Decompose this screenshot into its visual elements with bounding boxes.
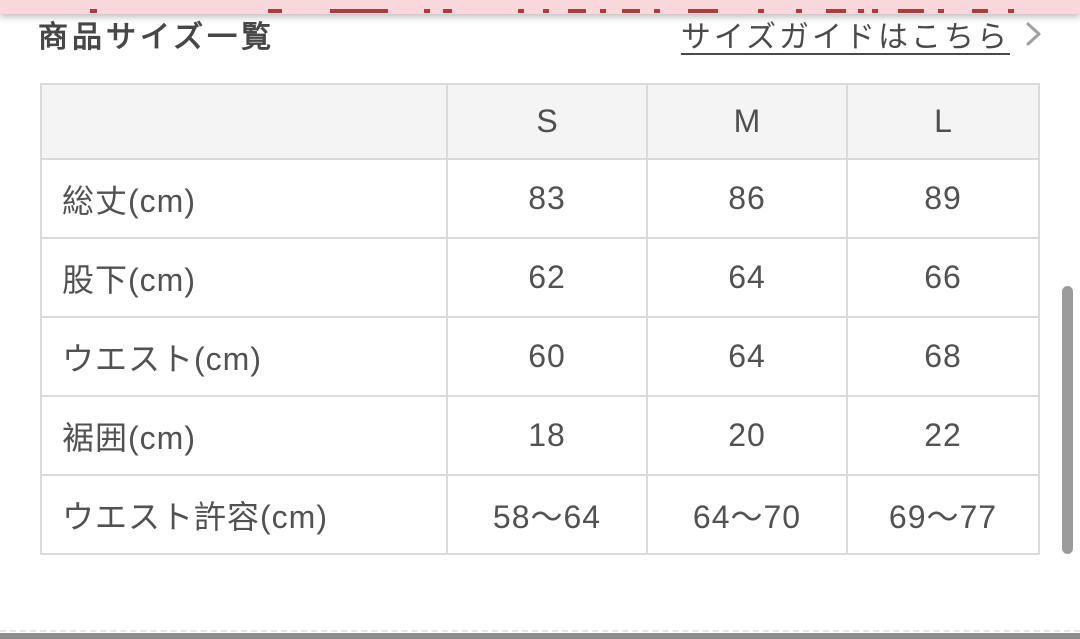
cell-value: 18 (446, 395, 648, 476)
top-banner (0, 0, 1080, 14)
clipped-red-text (0, 9, 1080, 13)
bottom-bar (0, 633, 1080, 639)
row-label: 裾囲(cm) (40, 395, 448, 476)
header-cell-size-m: M (646, 83, 848, 160)
header-cell-size-l: L (846, 83, 1040, 160)
cell-value: 22 (846, 395, 1040, 476)
page-title: 商品サイズ一覧 (38, 21, 276, 54)
cell-value: 64 (646, 237, 848, 318)
cell-value: 86 (646, 158, 848, 239)
size-guide-link-label: サイズガイドはこちら (680, 21, 1010, 54)
table-row: 股下(cm) 62 64 66 (40, 237, 1040, 318)
table-row: ウエスト許容(cm) 58〜64 64〜70 69〜77 (40, 474, 1040, 555)
cell-value: 64〜70 (646, 474, 848, 555)
cell-value: 62 (446, 237, 648, 318)
section-header: 商品サイズ一覧 サイズガイドはこちら (38, 13, 1042, 55)
cell-value: 83 (446, 158, 648, 239)
cell-value: 20 (646, 395, 848, 476)
scrollbar-thumb[interactable] (1062, 286, 1073, 554)
cell-value: 89 (846, 158, 1040, 239)
size-guide-link[interactable]: サイズガイドはこちら (681, 12, 1042, 56)
table-row: 総丈(cm) 83 86 89 (40, 158, 1040, 239)
row-label: 総丈(cm) (40, 158, 448, 239)
cell-value: 58〜64 (446, 474, 648, 555)
table-row: ウエスト(cm) 60 64 68 (40, 316, 1040, 397)
header-cell-size-s: S (446, 83, 648, 160)
header-cell-empty (40, 83, 448, 160)
cell-value: 64 (646, 316, 848, 397)
row-label: ウエスト(cm) (40, 316, 448, 397)
cell-value: 69〜77 (846, 474, 1040, 555)
bottom-dashed-divider (0, 630, 1080, 632)
table-header-row: S M L (40, 83, 1040, 160)
cell-value: 68 (846, 316, 1040, 397)
cell-value: 66 (846, 237, 1040, 318)
cell-value: 60 (446, 316, 648, 397)
row-label: ウエスト許容(cm) (40, 474, 448, 555)
table-row: 裾囲(cm) 18 20 22 (40, 395, 1040, 476)
size-table: S M L 総丈(cm) 83 86 89 股下(cm) 62 64 66 ウエ… (40, 83, 1040, 555)
row-label: 股下(cm) (40, 237, 448, 318)
chevron-right-icon (1025, 20, 1042, 48)
